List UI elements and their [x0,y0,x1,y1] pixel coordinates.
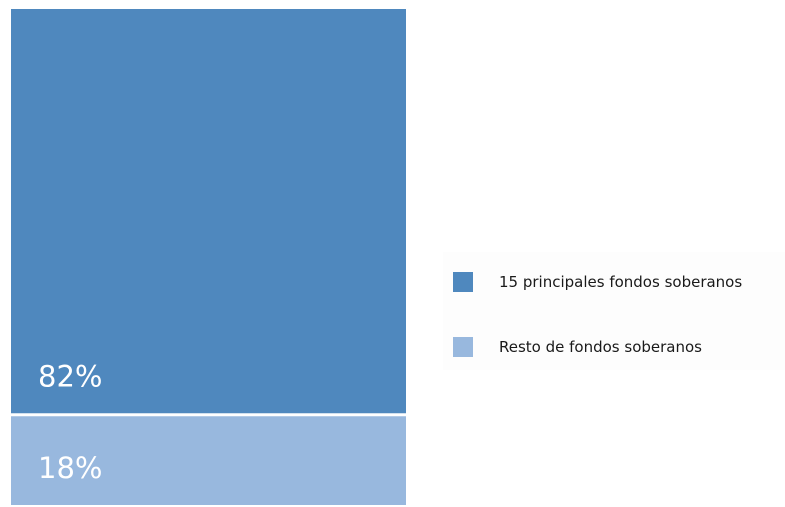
legend-label-rest: Resto de fondos soberanos [499,338,702,356]
bar-segment-top-15 [11,9,406,414]
legend-label-top-15: 15 principales fondos soberanos [499,273,743,291]
data-label-rest: 18% [38,451,102,485]
legend-item-top-15: 15 principales fondos soberanos [453,271,742,293]
legend-item-rest: Resto de fondos soberanos [453,336,702,358]
bar-segment-rest [11,416,406,505]
legend-swatch-rest [453,337,473,357]
legend-swatch-top-15 [453,272,473,292]
data-label-top-15: 82% [38,359,102,393]
legend: 15 principales fondos soberanos Resto de… [443,252,785,370]
